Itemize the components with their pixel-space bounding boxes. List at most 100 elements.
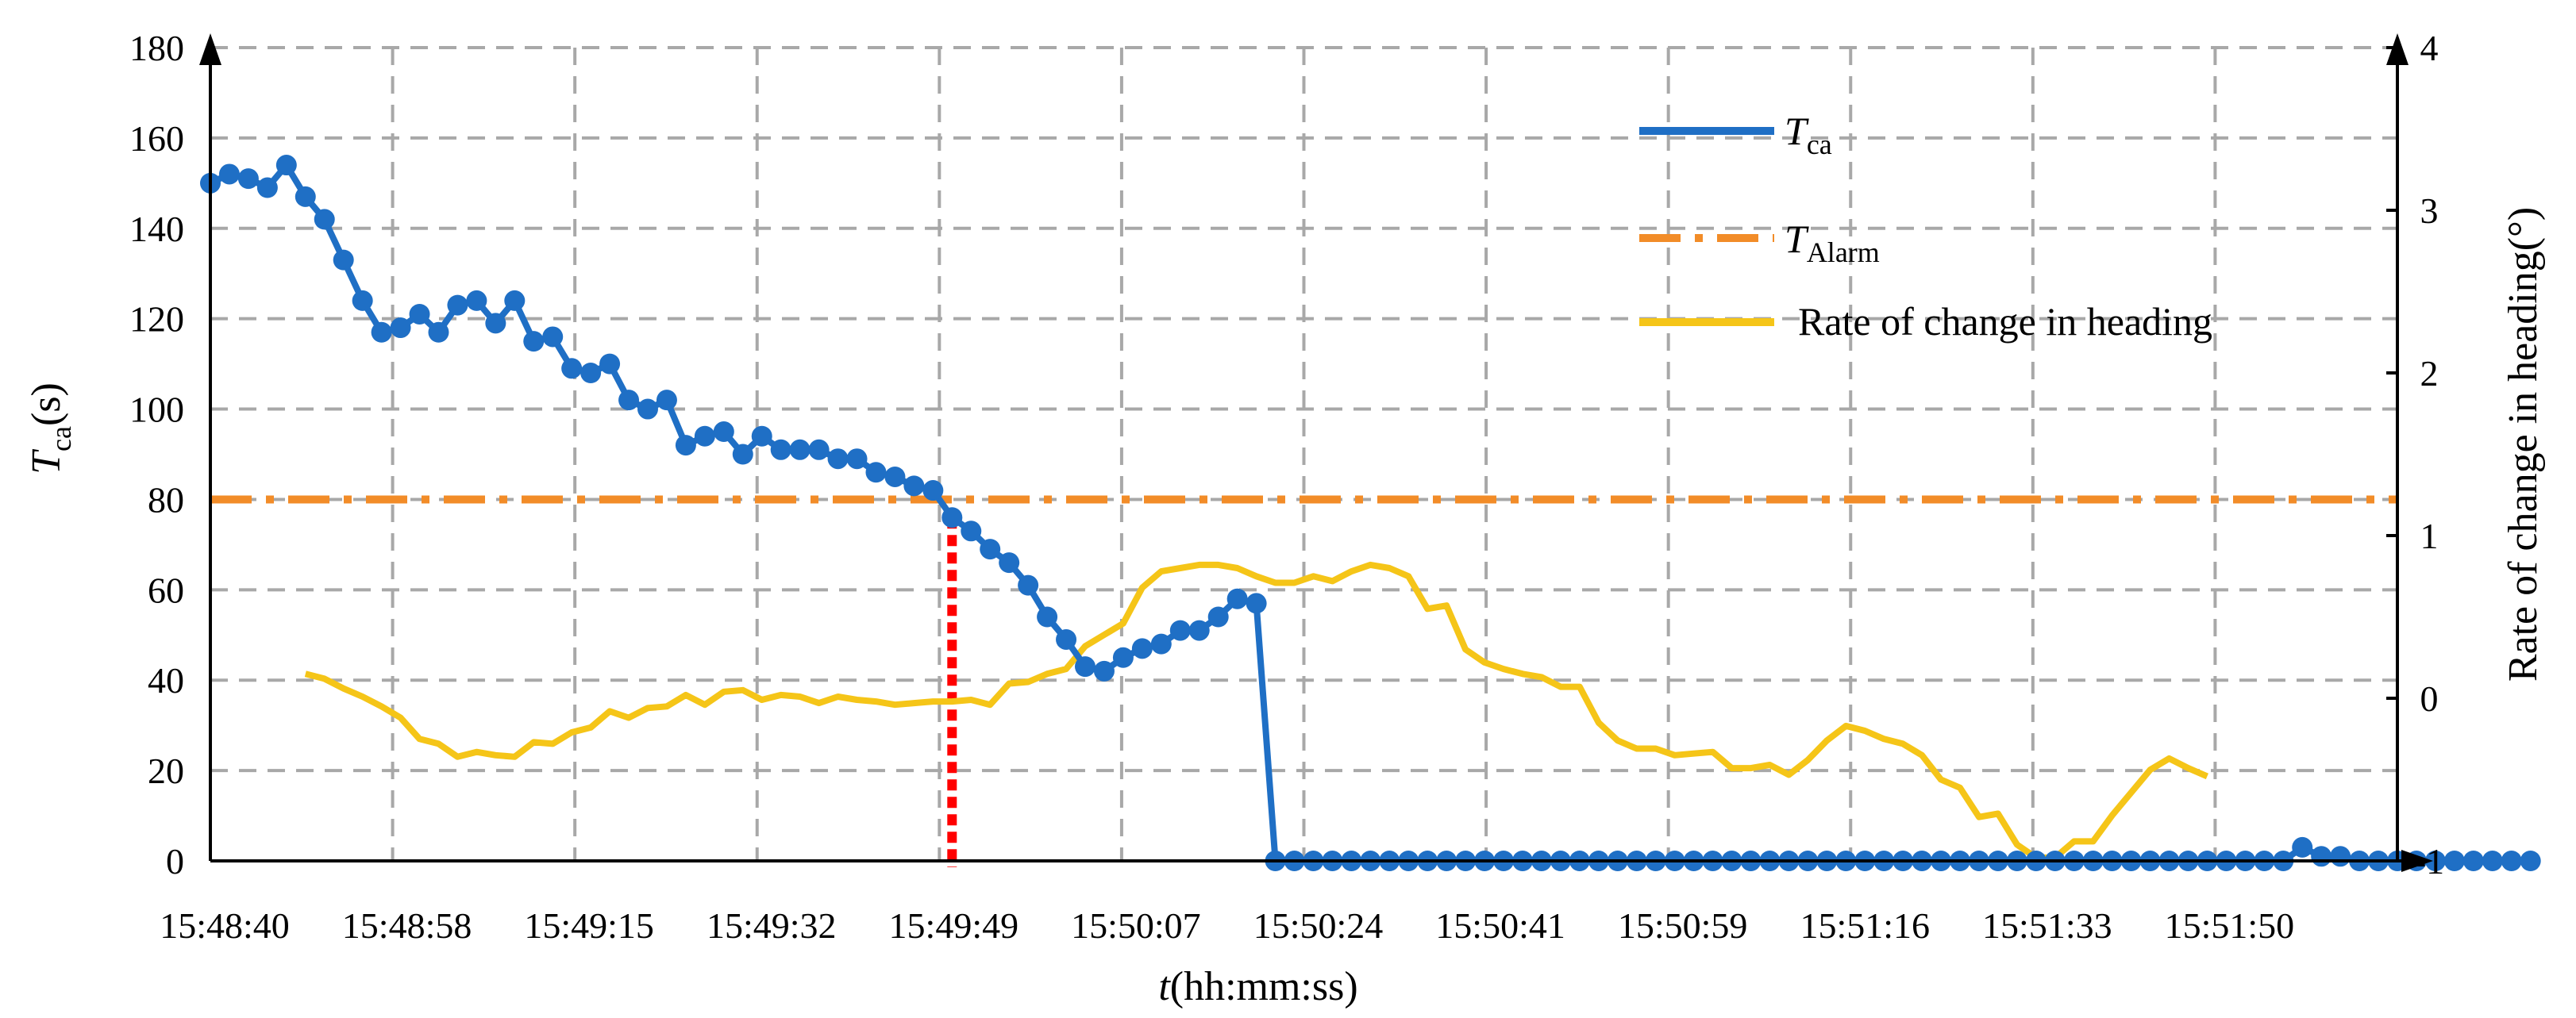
x-tick-label: 15:50:24 (1253, 905, 1384, 946)
tca-point (485, 313, 506, 334)
ticks: 15:48:40 15:48:58 15:49:15 15:49:32 15:49:49… (129, 28, 2444, 946)
tca-point (884, 466, 906, 487)
x-tick-label: 15:50:07 (1071, 905, 1201, 946)
tca-point (1075, 656, 1095, 678)
tca-point (808, 439, 830, 460)
tca-point (637, 398, 658, 420)
tca-point (1131, 638, 1153, 659)
y-axis-left-title: Tca(s) (24, 382, 77, 474)
x-tick-label: 15:50:41 (1435, 905, 1565, 946)
legend: Tca TAlarm Rate of change in heading (1639, 109, 2212, 344)
tca-point (1246, 593, 1267, 614)
tca-point (1226, 588, 1248, 609)
tca-point (599, 353, 621, 375)
tca-point (999, 552, 1020, 574)
tca-point (1112, 647, 1134, 668)
tca-point (295, 186, 316, 207)
tca-point (218, 163, 240, 185)
y-tick-label-right: -1 (2414, 841, 2444, 882)
tca-point (751, 425, 772, 447)
tca-point (656, 390, 677, 411)
tca-point (922, 480, 944, 501)
tca-point (713, 421, 734, 443)
tca-point (371, 321, 392, 343)
tca-point (941, 507, 963, 528)
tca-point (256, 177, 278, 198)
x-tick-label: 15:48:58 (342, 905, 472, 946)
tca-point (770, 439, 791, 460)
tca-point (2330, 846, 2351, 867)
tca-point (2462, 851, 2484, 871)
x-tick-label: 15:50:59 (1618, 905, 1748, 946)
y-axis-right-title: Rate of change in heading(°) (2501, 207, 2546, 682)
tca-layer (200, 155, 2541, 871)
x-tick-label: 15:49:32 (707, 905, 837, 946)
x-axis-title: t(hh:mm:ss) (1158, 964, 1357, 1009)
tca-point (1188, 620, 1210, 641)
heading-layer (304, 561, 2208, 861)
tca-point (466, 290, 487, 311)
y-axis-left-arrow (199, 33, 221, 65)
y-tick-label-left: 140 (129, 209, 184, 249)
tca-point (618, 390, 640, 411)
tca-point (732, 444, 753, 465)
tca-point (961, 521, 982, 542)
tca-point (846, 448, 868, 470)
tca-point (865, 462, 887, 483)
heading-series-line (304, 561, 2208, 861)
tca-point (2482, 851, 2503, 871)
tca-point (333, 249, 354, 271)
y-tick-label-left: 40 (148, 660, 184, 701)
x-tick-label: 15:51:33 (1982, 905, 2112, 946)
tca-point (694, 425, 715, 447)
y-tick-label-right: 2 (2420, 353, 2439, 394)
x-axis-arrow (2401, 850, 2433, 872)
legend-label-heading: Rate of change in heading (1798, 299, 2212, 344)
tca-point (447, 294, 468, 316)
y-tick-label-left: 20 (148, 751, 184, 791)
tca-point (827, 448, 849, 470)
tca-point (2292, 836, 2313, 858)
x-tick-label: 15:51:50 (2165, 905, 2295, 946)
tca-point (1150, 633, 1172, 655)
y-tick-label-left: 0 (166, 841, 184, 882)
y-tick-label-left: 160 (129, 118, 184, 159)
tca-point (2311, 846, 2332, 867)
legend-label-tca: Tca (1785, 109, 1832, 160)
x-tick-label: 15:49:15 (524, 905, 654, 946)
x-tick-label: 15:51:16 (1800, 905, 1930, 946)
tca-point (675, 435, 696, 456)
tca-point (980, 539, 1001, 560)
tca-point (352, 290, 373, 311)
tca-point (1093, 660, 1115, 682)
tca-series-line (209, 162, 2531, 864)
y-tick-label-right: 4 (2420, 28, 2439, 68)
tca-point (2443, 851, 2465, 871)
y-tick-label-left: 100 (129, 390, 184, 430)
tca-point (789, 439, 811, 460)
tca-point (390, 317, 411, 339)
y-tick-label-right: 1 (2420, 516, 2439, 556)
tca-point (504, 290, 526, 311)
tca-point (1207, 606, 1229, 628)
tca-point (903, 475, 925, 497)
x-tick-label: 15:48:40 (160, 905, 290, 946)
y-tick-label-left: 120 (129, 299, 184, 340)
tca-point (1169, 620, 1191, 641)
tca-point (2424, 851, 2446, 871)
tca-point (580, 363, 602, 383)
tca-point (542, 326, 564, 348)
tca-point (409, 303, 430, 325)
axes (199, 33, 2433, 872)
tca-point (561, 358, 583, 379)
y-tick-label-right: 3 (2420, 190, 2439, 231)
tca-point (1037, 606, 1058, 628)
tca-point (1018, 574, 1039, 596)
y-tick-label-left: 180 (129, 28, 184, 68)
tca-point (428, 321, 449, 343)
tca-point (275, 155, 297, 176)
y-tick-label-left: 60 (148, 570, 184, 610)
tca-point (2501, 851, 2522, 871)
tca-point (523, 331, 545, 352)
